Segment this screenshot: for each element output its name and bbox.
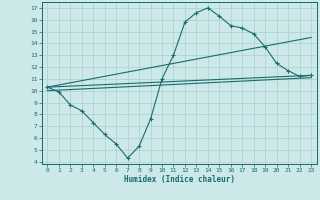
- X-axis label: Humidex (Indice chaleur): Humidex (Indice chaleur): [124, 175, 235, 184]
